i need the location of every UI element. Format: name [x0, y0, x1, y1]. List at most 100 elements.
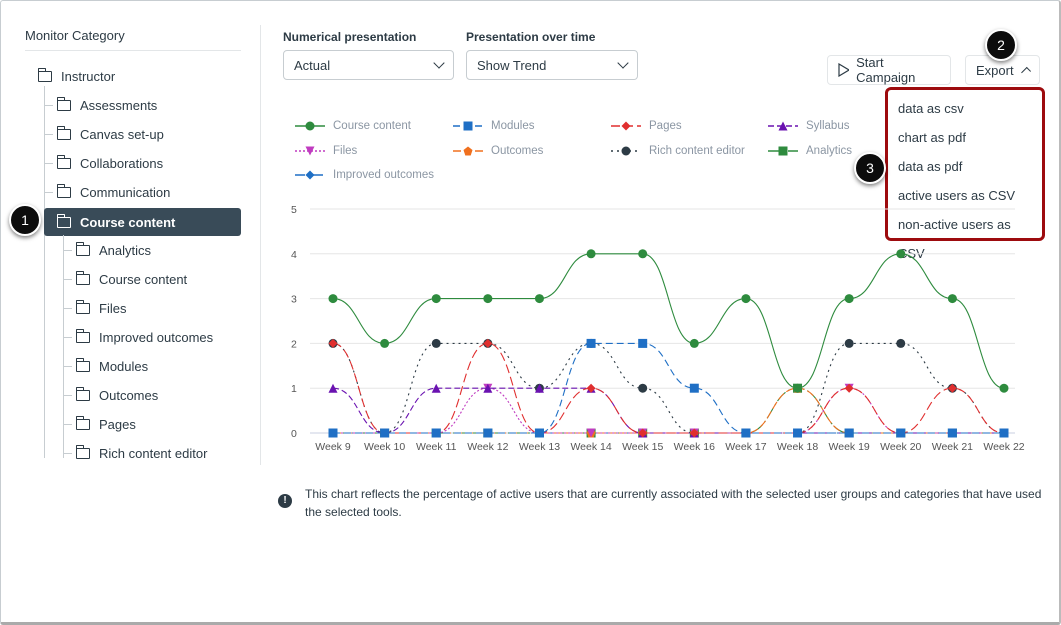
tree-line — [64, 395, 72, 396]
divider — [260, 25, 261, 465]
legend-label: Improved outcomes — [333, 169, 434, 181]
legend-item-course-content[interactable]: Course content — [295, 119, 411, 133]
tree-child-analytics[interactable]: Analytics — [76, 237, 151, 263]
data-point-course-content — [689, 338, 699, 348]
data-point-syllabus — [328, 383, 338, 393]
data-point-course-content — [793, 383, 803, 393]
folder-icon — [76, 415, 90, 430]
data-point-course-content — [380, 338, 390, 348]
export-active-users-csv[interactable]: active users as CSV — [898, 188, 1016, 203]
legend-item-modules[interactable]: Modules — [453, 119, 534, 133]
x-tick-label: Week 14 — [570, 441, 611, 453]
tree-item-course-content[interactable]: Course content — [44, 208, 241, 236]
tree-item-collaborations[interactable]: Collaborations — [57, 150, 163, 176]
presentation-over-time-select[interactable]: Show Trend — [466, 50, 638, 80]
triangle-marker-icon — [778, 121, 788, 131]
play-icon — [838, 63, 850, 77]
tree-line — [45, 163, 53, 164]
tree-item-instructor[interactable]: Instructor — [38, 63, 115, 89]
tree-child-files[interactable]: Files — [76, 295, 126, 321]
legend-item-files[interactable]: Files — [295, 144, 357, 158]
tree-child-modules[interactable]: Modules — [76, 353, 148, 379]
tree-child-outcomes[interactable]: Outcomes — [76, 382, 158, 408]
legend-label: Outcomes — [491, 145, 544, 157]
tree-item-label: Modules — [99, 358, 149, 374]
data-point-modules — [999, 428, 1009, 438]
info-icon: ! — [278, 494, 292, 508]
data-point-course-content — [431, 294, 441, 304]
export-chart-pdf[interactable]: chart as pdf — [898, 130, 966, 145]
data-point-course-content — [638, 249, 648, 259]
data-point-pages — [483, 338, 493, 348]
data-point-pages — [328, 338, 338, 348]
tree-line — [64, 279, 72, 280]
divider — [25, 50, 241, 51]
series-line-modules — [332, 342, 1004, 434]
data-point-pages — [947, 383, 957, 393]
start-campaign-button[interactable]: Start Campaign — [827, 55, 951, 85]
tree-child-course-content[interactable]: Course content — [76, 266, 187, 292]
legend-item-improved-outcomes[interactable]: Improved outcomes — [295, 168, 434, 182]
x-tick-label: Week 19 — [829, 441, 870, 453]
legend-swatch — [295, 146, 325, 156]
numerical-presentation-select[interactable]: Actual — [283, 50, 454, 80]
data-point-pages — [638, 428, 648, 438]
legend-label: Rich content editor — [649, 145, 745, 157]
data-point-course-content — [534, 294, 544, 304]
tree-item-assessments[interactable]: Assessments — [57, 92, 157, 118]
export-data-pdf[interactable]: data as pdf — [898, 159, 963, 174]
tree-item-communication[interactable]: Communication — [57, 179, 170, 205]
folder-open-icon — [38, 67, 52, 82]
x-tick-label: Week 15 — [622, 441, 663, 453]
legend-label: Syllabus — [806, 120, 850, 132]
export-data-csv[interactable]: data as csv — [898, 101, 964, 116]
legend-item-syllabus[interactable]: Syllabus — [768, 119, 849, 133]
tree-item-label: Communication — [80, 184, 171, 200]
export-menu: data as csv chart as pdf data as pdf act… — [885, 87, 1045, 261]
data-point-rich-content-editor — [638, 383, 648, 393]
tree-item-label: Collaborations — [80, 155, 164, 171]
callout-badge-2: 2 — [985, 29, 1017, 61]
legend-label: Pages — [649, 120, 682, 132]
y-tick-label: 1 — [291, 383, 297, 395]
data-point-modules — [638, 338, 648, 348]
data-point-course-content — [999, 383, 1009, 393]
legend-item-analytics[interactable]: Analytics — [768, 144, 852, 158]
data-point-modules — [431, 428, 441, 438]
folder-icon — [76, 357, 90, 372]
folder-icon — [57, 183, 71, 198]
tree-item-canvas-set-up[interactable]: Canvas set-up — [57, 121, 164, 147]
data-point-syllabus — [431, 383, 441, 393]
line-chart: 0 1 2 3 4 5 Week 9 Week 10 Week 11 Week 12 Week 13… — [291, 204, 1025, 453]
y-tick-label: 2 — [291, 338, 297, 350]
x-tick-label: Week 22 — [983, 441, 1024, 453]
tree-line — [63, 235, 64, 458]
tree-line — [44, 86, 45, 458]
folder-open-icon — [57, 213, 71, 228]
legend-item-outcomes[interactable]: Outcomes — [453, 144, 543, 158]
legend-item-rich-content-editor[interactable]: Rich content editor — [611, 144, 745, 158]
folder-icon — [57, 125, 71, 140]
data-point-files — [586, 428, 596, 438]
tree-item-label: Canvas set-up — [80, 126, 164, 142]
circle-marker-icon — [305, 121, 315, 131]
tree-item-label: Rich content editor — [99, 445, 208, 461]
x-tick-label: Week 9 — [315, 441, 351, 453]
diamond-marker-icon — [621, 121, 631, 131]
diamond-marker-icon — [305, 170, 315, 180]
data-point-course-content — [483, 294, 493, 304]
folder-icon — [76, 241, 90, 256]
tree-child-improved-outcomes[interactable]: Improved outcomes — [76, 324, 213, 350]
tree-item-label: Course content — [99, 271, 188, 287]
folder-icon — [76, 299, 90, 314]
legend-swatch — [453, 121, 483, 131]
legend-label: Files — [333, 145, 358, 157]
tree-child-pages[interactable]: Pages — [76, 411, 136, 437]
data-point-modules — [534, 428, 544, 438]
data-point-modules — [689, 383, 699, 393]
tree-item-label: Course content — [80, 214, 176, 230]
data-point-course-content — [586, 249, 596, 259]
legend-item-pages[interactable]: Pages — [611, 119, 682, 133]
tree-child-rich-content-editor[interactable]: Rich content editor — [76, 440, 207, 466]
data-point-modules — [586, 338, 596, 348]
